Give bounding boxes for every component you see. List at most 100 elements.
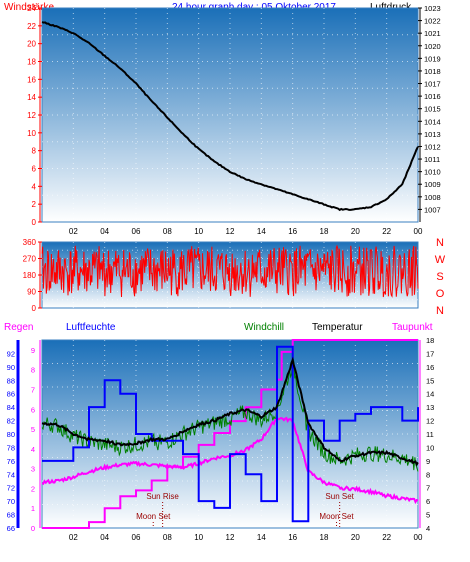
dir-tick-label: 270 — [23, 255, 37, 264]
x-tick-label: 10 — [194, 227, 203, 236]
temperature-tick-label: 18 — [426, 336, 434, 345]
x-tick-label: 20 — [351, 227, 360, 236]
taupunkt-label: Taupunkt — [392, 322, 433, 333]
regen-tick-label: 2 — [31, 484, 35, 493]
left-tick-label: 0 — [32, 218, 37, 227]
left-tick-label: 22 — [27, 22, 36, 31]
left-tick-label: 10 — [27, 129, 36, 138]
temperature-tick-label: 11 — [426, 430, 434, 439]
temperature-tick-label: 8 — [426, 470, 430, 479]
x-tick-label: 12 — [226, 533, 235, 542]
left-tick-label: 18 — [27, 58, 36, 67]
windrichtung-series — [41, 244, 419, 298]
dir-tick-label: 90 — [27, 288, 36, 297]
regen-tick-label: 8 — [31, 366, 35, 375]
x-tick-label: 04 — [100, 227, 109, 236]
humidity-tick-label: 76 — [7, 457, 15, 466]
temperature-tick-label: 17 — [426, 349, 434, 358]
temperature-tick-label: 16 — [426, 363, 434, 372]
left-tick-label: 4 — [32, 182, 37, 191]
windchill-label: Windchill — [244, 322, 284, 333]
humidity-tick-label: 80 — [7, 430, 15, 439]
left-tick-label: 14 — [27, 93, 36, 102]
x-tick-label: 04 — [100, 533, 109, 542]
windchill-series — [41, 357, 419, 472]
regen-label: Regen — [4, 322, 33, 333]
temperature-tick-label: 6 — [426, 497, 430, 506]
humidity-tick-label: 68 — [7, 511, 15, 520]
temperatur-label: Temperatur — [312, 322, 363, 333]
dir-tick-label: 360 — [23, 238, 37, 247]
x-tick-label: 06 — [132, 533, 141, 542]
x-tick-label: 00 — [414, 227, 423, 236]
left-tick-label: 8 — [32, 147, 37, 156]
temperature-tick-label: 10 — [426, 443, 434, 452]
humidity-tick-label: 66 — [7, 524, 15, 533]
regen-tick-label: 4 — [31, 445, 35, 454]
x-tick-label: 14 — [257, 227, 266, 236]
x-tick-label: 14 — [257, 533, 266, 542]
left-tick-label: 6 — [32, 165, 37, 174]
wind-direction-letter: N — [436, 237, 444, 249]
right-tick-label: 1009 — [424, 180, 441, 189]
x-tick-label: 06 — [132, 227, 141, 236]
left-tick-label: 24 — [27, 4, 36, 13]
temperature-tick-label: 12 — [426, 417, 434, 426]
right-tick-label: 1022 — [424, 17, 441, 26]
wind-direction-letter: S — [436, 271, 443, 283]
regen-tick-label: 1 — [31, 504, 35, 513]
right-tick-label: 1021 — [424, 29, 441, 38]
x-tick-label: 18 — [320, 227, 329, 236]
x-tick-label: 22 — [382, 227, 391, 236]
temperature-tick-label: 14 — [426, 390, 434, 399]
x-tick-label: 00 — [414, 533, 423, 542]
x-tick-label: 16 — [288, 227, 297, 236]
right-tick-label: 1011 — [424, 155, 440, 164]
humidity-tick-label: 74 — [7, 470, 15, 479]
right-tick-label: 1023 — [424, 4, 441, 13]
right-tick-label: 1017 — [424, 80, 441, 89]
luftdruck-series — [41, 21, 419, 212]
regen-tick-label: 9 — [31, 346, 35, 355]
humidity-tick-label: 90 — [7, 363, 15, 372]
left-tick-label: 12 — [27, 111, 36, 120]
luftfeuchte-series — [42, 345, 419, 523]
x-tick-label: 08 — [163, 533, 172, 542]
right-tick-label: 1008 — [424, 193, 441, 202]
humidity-tick-label: 70 — [7, 497, 15, 506]
luftfeuchte-label: Luftfeuchte — [66, 322, 116, 333]
right-tick-label: 1012 — [424, 142, 441, 151]
right-tick-label: 1018 — [424, 67, 441, 76]
wind-direction-letter: O — [436, 288, 445, 300]
temperature-tick-label: 15 — [426, 376, 434, 385]
right-tick-label: 1007 — [424, 205, 441, 214]
x-tick-label: 02 — [69, 533, 78, 542]
x-tick-label: 18 — [320, 533, 329, 542]
wind-direction-letter: N — [436, 305, 444, 317]
humidity-tick-label: 82 — [7, 417, 15, 426]
annotation-label: Moon Set — [136, 512, 171, 521]
annotation-label: Moon Set — [319, 512, 354, 521]
right-tick-label: 1020 — [424, 42, 441, 51]
right-tick-label: 1010 — [424, 168, 441, 177]
x-tick-label: 22 — [382, 533, 391, 542]
annotation-label: Sun Set — [325, 492, 354, 501]
regen-series — [42, 339, 418, 529]
right-tick-label: 1019 — [424, 54, 441, 63]
dir-tick-label: 180 — [23, 271, 37, 280]
temperature-tick-label: 13 — [426, 403, 434, 412]
humidity-tick-label: 92 — [7, 349, 15, 358]
temperature-tick-label: 5 — [426, 511, 430, 520]
left-tick-label: 20 — [27, 40, 36, 49]
right-tick-label: 1016 — [424, 92, 441, 101]
humidity-tick-label: 88 — [7, 376, 15, 385]
x-tick-label: 10 — [194, 533, 203, 542]
x-tick-label: 08 — [163, 227, 172, 236]
right-tick-label: 1013 — [424, 130, 441, 139]
right-tick-label: 1015 — [424, 105, 441, 114]
temperature-tick-label: 7 — [426, 484, 430, 493]
wind-pressure-plot — [41, 7, 419, 223]
left-axis-title: Windstärke — [4, 2, 54, 13]
temperature-tick-label: 4 — [426, 524, 430, 533]
